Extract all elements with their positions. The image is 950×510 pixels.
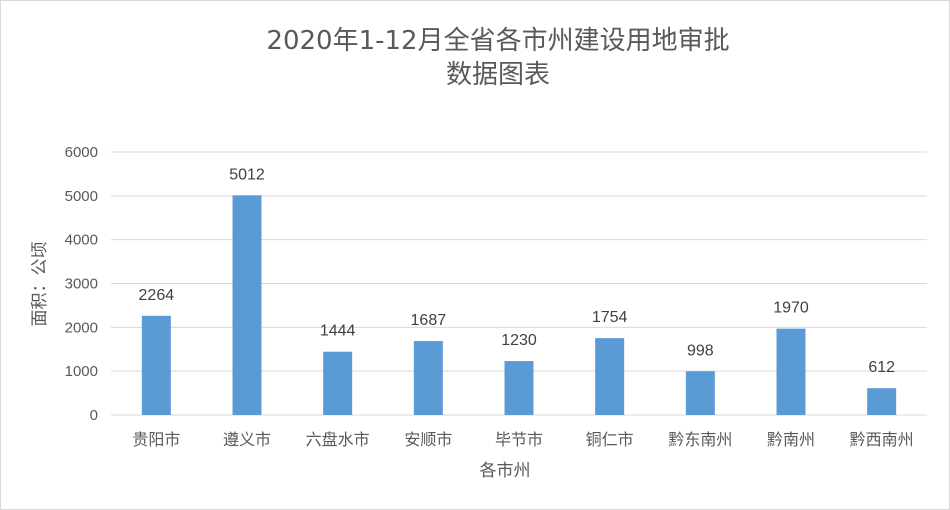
bar bbox=[323, 351, 353, 415]
y-tick-label: 1000 bbox=[65, 363, 98, 380]
bar bbox=[867, 388, 897, 415]
bar bbox=[595, 338, 625, 415]
data-label: 2264 bbox=[139, 287, 175, 304]
bar bbox=[141, 315, 171, 415]
y-tick-label: 6000 bbox=[65, 144, 98, 161]
x-category-label: 黔西南州 bbox=[850, 430, 914, 449]
x-category-label: 铜仁市 bbox=[586, 430, 634, 449]
x-category-label: 毕节市 bbox=[495, 430, 543, 449]
x-category-label: 六盘水市 bbox=[306, 430, 370, 449]
chart-title-line-2: 数据图表 bbox=[446, 60, 550, 90]
data-label: 5012 bbox=[229, 166, 265, 183]
x-category-label: 黔南州 bbox=[767, 430, 815, 449]
data-label: 1970 bbox=[773, 300, 809, 317]
x-category-label: 黔东南州 bbox=[668, 430, 732, 449]
bar bbox=[776, 328, 806, 415]
bar bbox=[504, 361, 534, 415]
x-category-label: 安顺市 bbox=[404, 430, 452, 449]
chart-title-line-1: 2020年1-12月全省各市州建设用地审批 bbox=[266, 26, 729, 56]
bar bbox=[685, 371, 715, 415]
x-category-label: 遵义市 bbox=[223, 430, 271, 449]
data-label: 1444 bbox=[320, 323, 356, 340]
y-tick-label: 0 bbox=[90, 407, 98, 424]
y-tick-label: 4000 bbox=[65, 232, 98, 249]
x-category-label: 贵阳市 bbox=[132, 430, 180, 449]
y-axis-ticks: 0 1000 2000 3000 4000 5000 6000 bbox=[65, 144, 98, 424]
bar bbox=[232, 195, 262, 415]
data-label: 1230 bbox=[501, 332, 537, 349]
y-tick-label: 3000 bbox=[65, 276, 98, 293]
y-tick-label: 2000 bbox=[65, 319, 98, 336]
data-label: 1754 bbox=[592, 309, 628, 326]
x-axis-title: 各市州 bbox=[480, 461, 531, 481]
y-tick-label: 5000 bbox=[65, 188, 98, 205]
x-axis-categories: 贵阳市 遵义市 六盘水市 安顺市 毕节市 铜仁市 黔东南州 黔南州 黔西南州 bbox=[132, 430, 913, 449]
data-label: 612 bbox=[868, 359, 895, 376]
y-axis-title: 面积：公顷 bbox=[30, 242, 50, 327]
data-labels: 2264 5012 1444 1687 1230 1754 998 1970 612 bbox=[139, 166, 896, 376]
data-label: 1687 bbox=[411, 312, 447, 329]
bars bbox=[141, 195, 897, 415]
bar bbox=[413, 341, 443, 415]
data-label: 998 bbox=[687, 342, 714, 359]
